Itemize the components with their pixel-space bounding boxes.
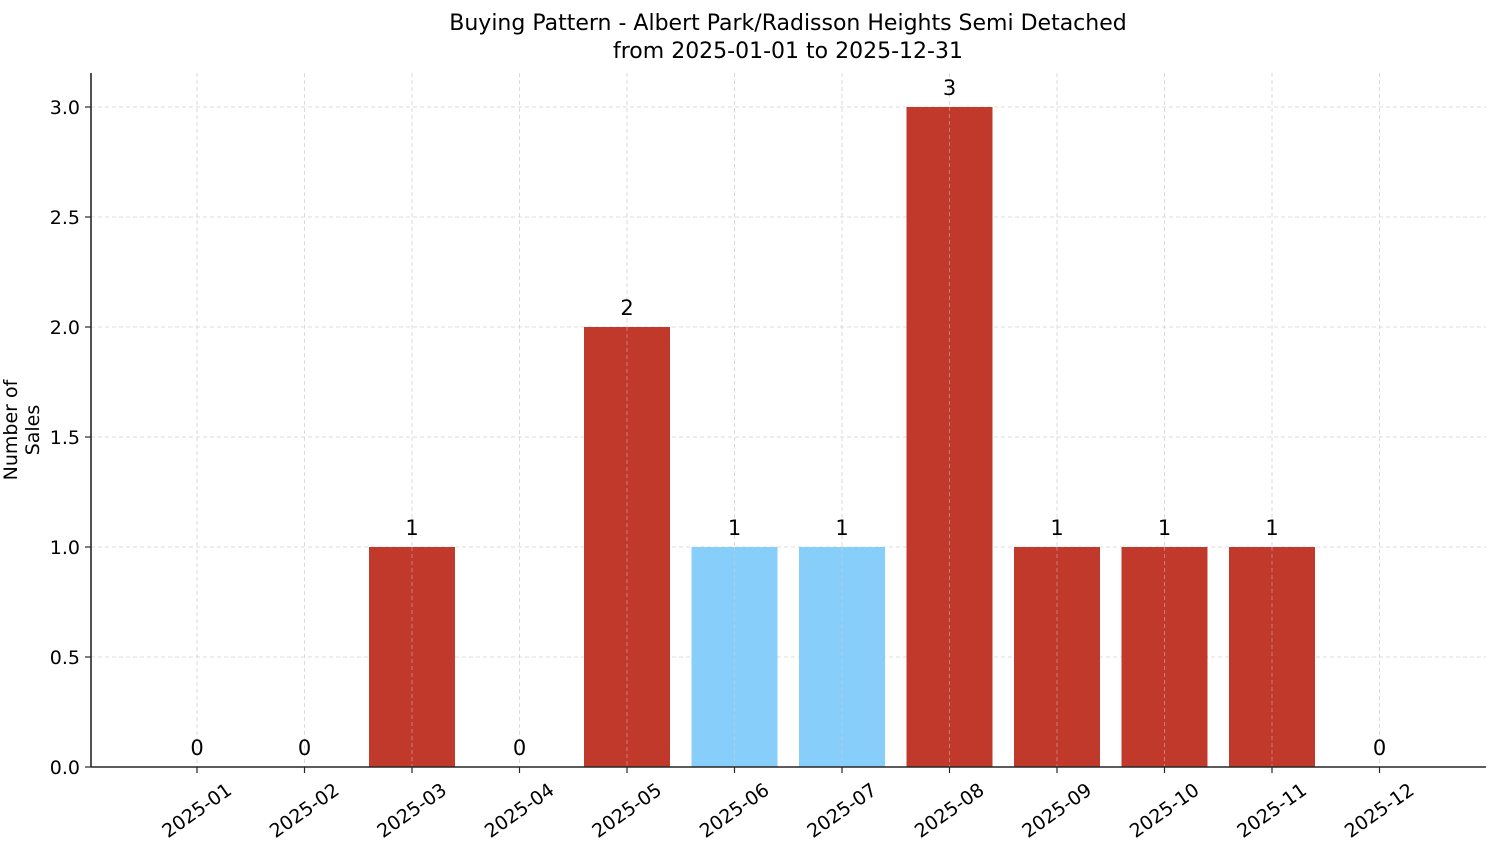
x-tick-label: 2025-07	[803, 779, 881, 843]
data-label: 1	[728, 516, 741, 540]
data-label: 3	[943, 76, 956, 100]
bar-2025-06[interactable]	[691, 547, 778, 767]
x-tick-label: 2025-08	[911, 779, 989, 843]
chart-title: Buying Pattern - Albert Park/Radisson He…	[0, 10, 1501, 66]
y-tick-label: 2.5	[50, 207, 80, 229]
x-tick-label: 2025-09	[1018, 779, 1096, 843]
bar-2025-07[interactable]	[799, 547, 885, 767]
y-tick-label: 1.0	[50, 537, 80, 559]
chart-title-main: Buying Pattern - Albert Park/Radisson He…	[449, 11, 1127, 36]
x-tick-label: 2025-04	[481, 779, 559, 843]
data-labels: 0 0 1 0 2 1 1 3 1 1 1 0	[190, 76, 1386, 760]
y-axis-ticks: 0.0 0.5 1.0 1.5 2.0 2.5 3.0	[50, 97, 91, 779]
data-label: 0	[190, 736, 203, 760]
data-label: 0	[1373, 736, 1386, 760]
bar-2025-10[interactable]	[1121, 547, 1208, 767]
x-tick-label: 2025-01	[158, 779, 236, 843]
y-tick-label: 2.0	[50, 317, 80, 339]
x-axis-ticks: 2025-01 2025-02 2025-03 2025-04 2025-05 2025-…	[158, 767, 1418, 843]
data-label: 1	[1265, 516, 1278, 540]
data-label: 1	[1050, 516, 1063, 540]
data-label: 1	[1158, 516, 1171, 540]
bar-2025-09[interactable]	[1014, 547, 1100, 767]
x-tick-label: 2025-05	[588, 779, 666, 843]
x-tick-label: 2025-03	[373, 779, 451, 843]
data-label: 2	[620, 296, 633, 320]
y-tick-label: 0.0	[50, 757, 80, 779]
y-tick-label: 1.5	[50, 427, 80, 449]
x-tick-label: 2025-06	[696, 779, 774, 843]
data-label: 0	[513, 736, 526, 760]
y-tick-label: 3.0	[50, 97, 80, 119]
data-label: 1	[405, 516, 418, 540]
bars	[369, 107, 1315, 767]
bar-2025-11[interactable]	[1229, 547, 1315, 767]
chart-subtitle: from 2025-01-01 to 2025-12-31	[613, 39, 963, 64]
data-label: 0	[298, 736, 311, 760]
x-tick-label: 2025-11	[1233, 779, 1311, 843]
bar-2025-03[interactable]	[369, 547, 455, 767]
axes	[90, 73, 1486, 768]
x-tick-label: 2025-10	[1126, 779, 1204, 843]
x-tick-label: 2025-02	[266, 779, 344, 843]
data-label: 1	[835, 516, 848, 540]
y-tick-label: 0.5	[50, 647, 80, 669]
x-tick-label: 2025-12	[1341, 779, 1419, 843]
